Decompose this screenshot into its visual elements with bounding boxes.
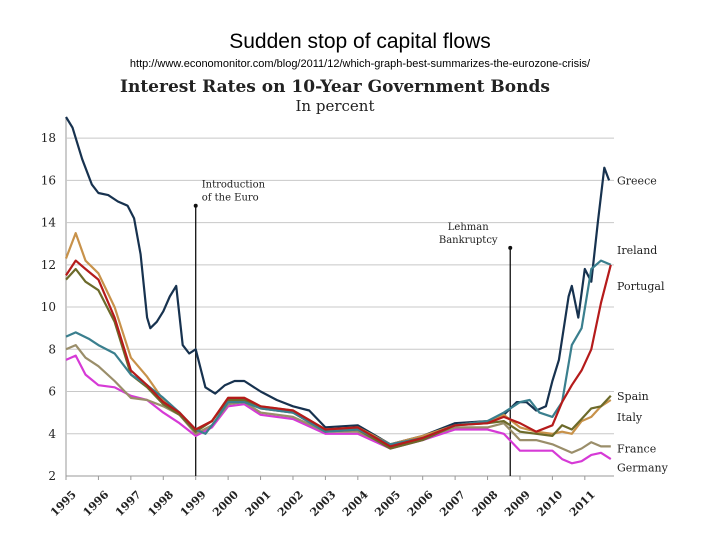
series-line-france: [65, 344, 611, 454]
x-tick-label: 1997: [113, 488, 144, 519]
y-tick-label: 6: [48, 385, 56, 399]
y-tick-label: 8: [48, 342, 56, 356]
y-tick-label: 12: [41, 258, 56, 272]
x-tick-label: 2011: [567, 488, 598, 519]
x-tick-label: 2005: [372, 488, 403, 519]
annotation-label: Bankruptcy: [439, 235, 498, 246]
annotation-label: Introduction: [202, 180, 266, 191]
series-label-ireland: Ireland: [617, 244, 657, 257]
series-label-germany: Germany: [617, 462, 669, 475]
gridlines: [65, 117, 614, 477]
series-line-ireland: [65, 259, 612, 446]
x-tick-label: 1996: [81, 488, 112, 519]
x-tick-label: 2001: [243, 488, 274, 519]
annotation-label: of the Euro: [202, 193, 259, 204]
x-tick-label: 2008: [470, 488, 501, 519]
x-tick-label: 2010: [534, 488, 565, 519]
y-tick-label: 2: [48, 469, 56, 483]
y-tick-label: 16: [41, 173, 56, 187]
x-tick-label: 2007: [437, 488, 468, 519]
source-url: http://www.economonitor.com/blog/2011/12…: [129, 58, 591, 70]
series-line-germany: [65, 354, 612, 465]
x-tick-label: 2006: [405, 488, 436, 519]
series-line-spain: [65, 267, 612, 450]
slide-title: Sudden stop of capital flows: [229, 30, 491, 53]
series-label-spain: Spain: [617, 390, 649, 403]
y-tick-label: 14: [41, 216, 57, 230]
x-tick-label: 2009: [502, 488, 533, 519]
x-tick-label: 2002: [275, 488, 306, 519]
series-label-portugal: Portugal: [617, 280, 665, 293]
y-tick-label: 10: [41, 300, 56, 314]
series-lines: [64, 116, 612, 465]
x-axis: 1995 1996 1997 1998 1999 2000 2001 2002 2003 2004…: [48, 476, 598, 519]
series-line-portugal: [65, 259, 612, 448]
series-label-italy: Italy: [617, 411, 643, 424]
chart-title: Interest Rates on 10-Year Government Bon…: [120, 77, 550, 97]
chart-subtitle: In percent: [296, 97, 375, 115]
annotation-marker: [508, 245, 513, 250]
annotation-label: Lehman: [448, 222, 489, 233]
x-tick-label: 1998: [145, 488, 176, 519]
series-line-greece: [65, 116, 611, 446]
x-tick-label: 1995: [48, 488, 79, 519]
y-tick-label: 18: [41, 131, 56, 145]
x-tick-label: 2003: [308, 488, 339, 519]
series-label-france: France: [617, 443, 656, 456]
y-axis: 2 4 6 8 10 12 14 16 18: [41, 131, 57, 483]
x-tick-label: 2004: [340, 488, 371, 519]
x-tick-label: 2000: [210, 488, 241, 519]
x-tick-label: 1999: [178, 488, 209, 519]
series-label-greece: Greece: [617, 174, 657, 187]
annotation-marker: [193, 203, 198, 208]
y-tick-label: 4: [48, 427, 56, 441]
series-labels: Greece Germany France Italy Spain Ireland Port…: [617, 174, 669, 474]
